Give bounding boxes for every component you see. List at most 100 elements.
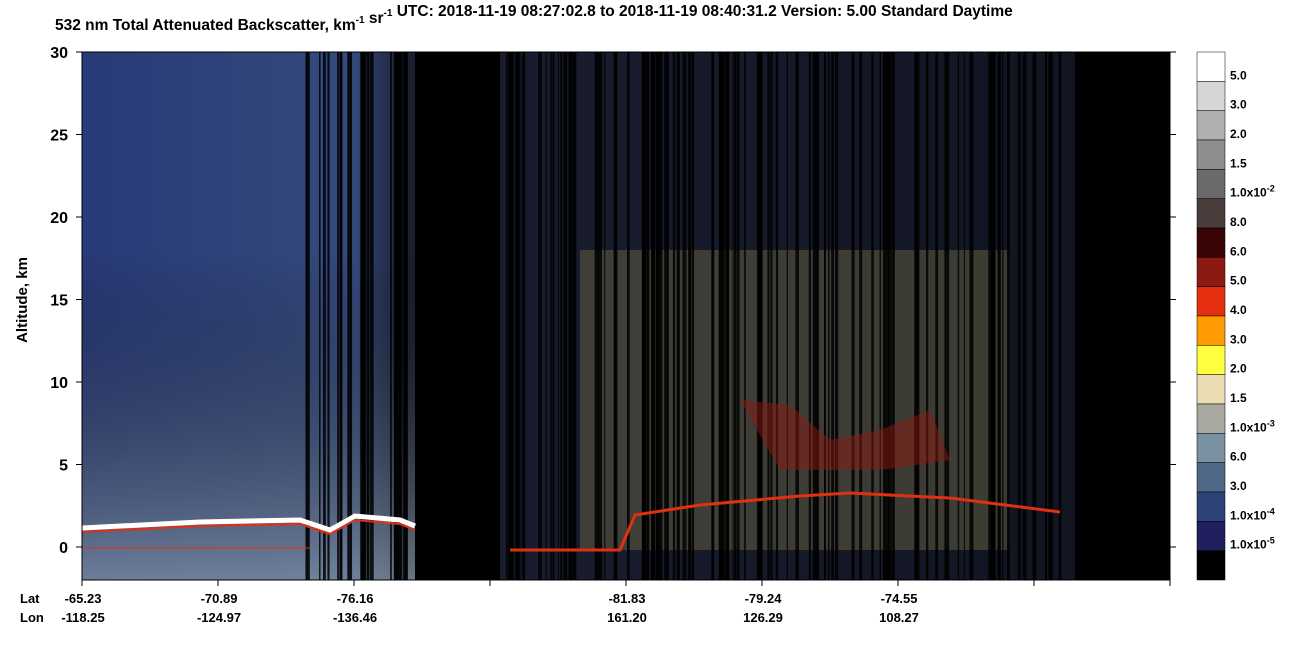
dropout-stripe bbox=[718, 52, 721, 580]
dropout-stripe bbox=[613, 52, 617, 580]
dropout-stripe bbox=[570, 52, 575, 580]
colorbar-swatch bbox=[1196, 257, 1226, 287]
dropout-stripe bbox=[563, 52, 568, 580]
dropout-stripe bbox=[851, 52, 855, 580]
colorbar-label-mantissa: 5.0 bbox=[1230, 68, 1247, 82]
title-superscript: -1 bbox=[384, 8, 393, 19]
dropout-stripe bbox=[711, 52, 714, 580]
dropout-stripe bbox=[510, 52, 515, 580]
colorbar-label: 8.0 bbox=[1230, 215, 1247, 229]
dropout-stripe bbox=[957, 52, 960, 580]
dropout-stripe bbox=[627, 52, 630, 580]
dropout-stripe bbox=[891, 52, 895, 580]
colorbar-label-mantissa: 3.0 bbox=[1230, 332, 1247, 346]
colorbar-swatch bbox=[1196, 550, 1226, 581]
surface-return bbox=[510, 491, 1061, 552]
colorbar-label: 5.0 bbox=[1230, 68, 1247, 82]
dropout-stripe bbox=[1050, 52, 1053, 580]
dropout-stripe bbox=[569, 52, 571, 580]
dropout-stripe bbox=[390, 52, 392, 580]
dropout-stripe bbox=[882, 52, 886, 580]
colorbar-label-mantissa: 3.0 bbox=[1230, 98, 1247, 112]
x-tick-label-lat: -65.23 bbox=[65, 591, 102, 606]
dropout-stripe bbox=[305, 52, 308, 580]
y-tick-label: 10 bbox=[50, 375, 68, 392]
dropout-stripe bbox=[615, 52, 618, 580]
colorbar-label-mantissa: 6.0 bbox=[1230, 244, 1247, 258]
dropout-stripe bbox=[367, 52, 370, 580]
colorbar-swatch bbox=[1196, 521, 1226, 551]
dropout-stripe bbox=[914, 52, 918, 580]
colorbar-label-mantissa: 8.0 bbox=[1230, 215, 1247, 229]
dropout-stripe bbox=[366, 52, 368, 580]
dropout-stripe bbox=[758, 52, 763, 580]
dropout-stripe bbox=[645, 52, 649, 580]
dropout-stripe bbox=[337, 52, 340, 580]
y-tick-label: 30 bbox=[50, 45, 68, 62]
dropout-stripe bbox=[557, 52, 559, 580]
colorbar-label: 3.0 bbox=[1230, 332, 1247, 346]
dropout-stripe bbox=[775, 52, 779, 580]
dropout-stripe bbox=[834, 52, 839, 580]
x-tick-label-lon: 126.29 bbox=[743, 610, 783, 625]
dropout-stripe bbox=[574, 52, 577, 580]
dropout-stripe bbox=[604, 52, 606, 580]
colorbar-label: 1.5 bbox=[1230, 156, 1247, 170]
colorbar-swatch bbox=[1196, 374, 1226, 405]
title-superscript: -1 bbox=[356, 15, 365, 26]
dropout-stripe bbox=[1002, 52, 1004, 580]
dropout-stripe bbox=[732, 52, 734, 580]
colorbar-swatch bbox=[1196, 315, 1226, 346]
colorbar-label-mantissa: 1.5 bbox=[1230, 156, 1247, 170]
dropout-stripe bbox=[813, 52, 816, 580]
colorbar-swatch bbox=[1196, 345, 1226, 375]
dropout-stripe bbox=[339, 52, 342, 580]
dropout-stripe bbox=[327, 52, 330, 580]
dropout-stripe bbox=[1058, 52, 1062, 580]
dropout-stripe bbox=[725, 52, 730, 580]
dropout-stripe bbox=[756, 52, 760, 580]
x-tick-label-lat: -79.24 bbox=[745, 591, 783, 606]
dropout-band bbox=[1075, 52, 1170, 580]
dropout-stripe bbox=[888, 52, 892, 580]
dropout-stripe bbox=[718, 52, 723, 580]
dropout-stripe bbox=[676, 52, 679, 580]
x-tick-label-lat: -76.16 bbox=[337, 591, 374, 606]
colorbar-label: 2.0 bbox=[1230, 362, 1247, 376]
colorbar-label: 6.0 bbox=[1230, 450, 1247, 464]
surface-return bbox=[81, 513, 416, 533]
title-part: sr bbox=[365, 10, 384, 27]
colorbar-swatch bbox=[1196, 51, 1226, 82]
dropout-stripe bbox=[688, 52, 692, 580]
dropout-stripe bbox=[770, 52, 773, 580]
dropout-stripe bbox=[992, 52, 995, 580]
dropout-stripe bbox=[515, 52, 519, 580]
y-tick-label: 5 bbox=[59, 458, 68, 475]
colorbar-label-mantissa: 1.5 bbox=[1230, 391, 1247, 405]
colorbar-label-mantissa: 1.0x10 bbox=[1230, 186, 1267, 200]
colorbar-label-mantissa: 2.0 bbox=[1230, 362, 1247, 376]
x-tick-label-lon: -124.97 bbox=[197, 610, 241, 625]
dropout-stripe bbox=[916, 52, 920, 580]
x-tick-label-lon: 108.27 bbox=[879, 610, 919, 625]
dropout-stripe bbox=[545, 52, 547, 580]
dropout-stripe bbox=[643, 52, 645, 580]
dropout-stripe bbox=[721, 52, 723, 580]
chart-title: 532 nm Total Attenuated Backscatter, km-… bbox=[55, 3, 1013, 34]
colorbar-label: 1.0x10-4 bbox=[1230, 506, 1275, 522]
dropout-stripe bbox=[1006, 52, 1011, 580]
dropout-stripe bbox=[795, 52, 799, 580]
y-tick-label: 15 bbox=[50, 293, 68, 310]
dropout-stripe bbox=[650, 52, 655, 580]
colorbar-label: 4.0 bbox=[1230, 303, 1247, 317]
colorbar-swatch bbox=[1196, 286, 1226, 317]
dropout-stripe bbox=[319, 52, 321, 580]
title-part: 532 nm Total Attenuated Backscatter, km bbox=[55, 17, 356, 34]
x-tick-label-lat: -74.55 bbox=[881, 591, 918, 606]
y-axis-label: Altitude, km bbox=[14, 257, 31, 343]
dropout-stripe bbox=[786, 52, 788, 580]
x-tick-label-lat: -81.83 bbox=[609, 591, 646, 606]
colorbar-label-exponent: -2 bbox=[1267, 184, 1275, 194]
colorbar-label: 1.0x10-5 bbox=[1230, 536, 1275, 552]
dropout-stripe bbox=[1045, 52, 1048, 580]
